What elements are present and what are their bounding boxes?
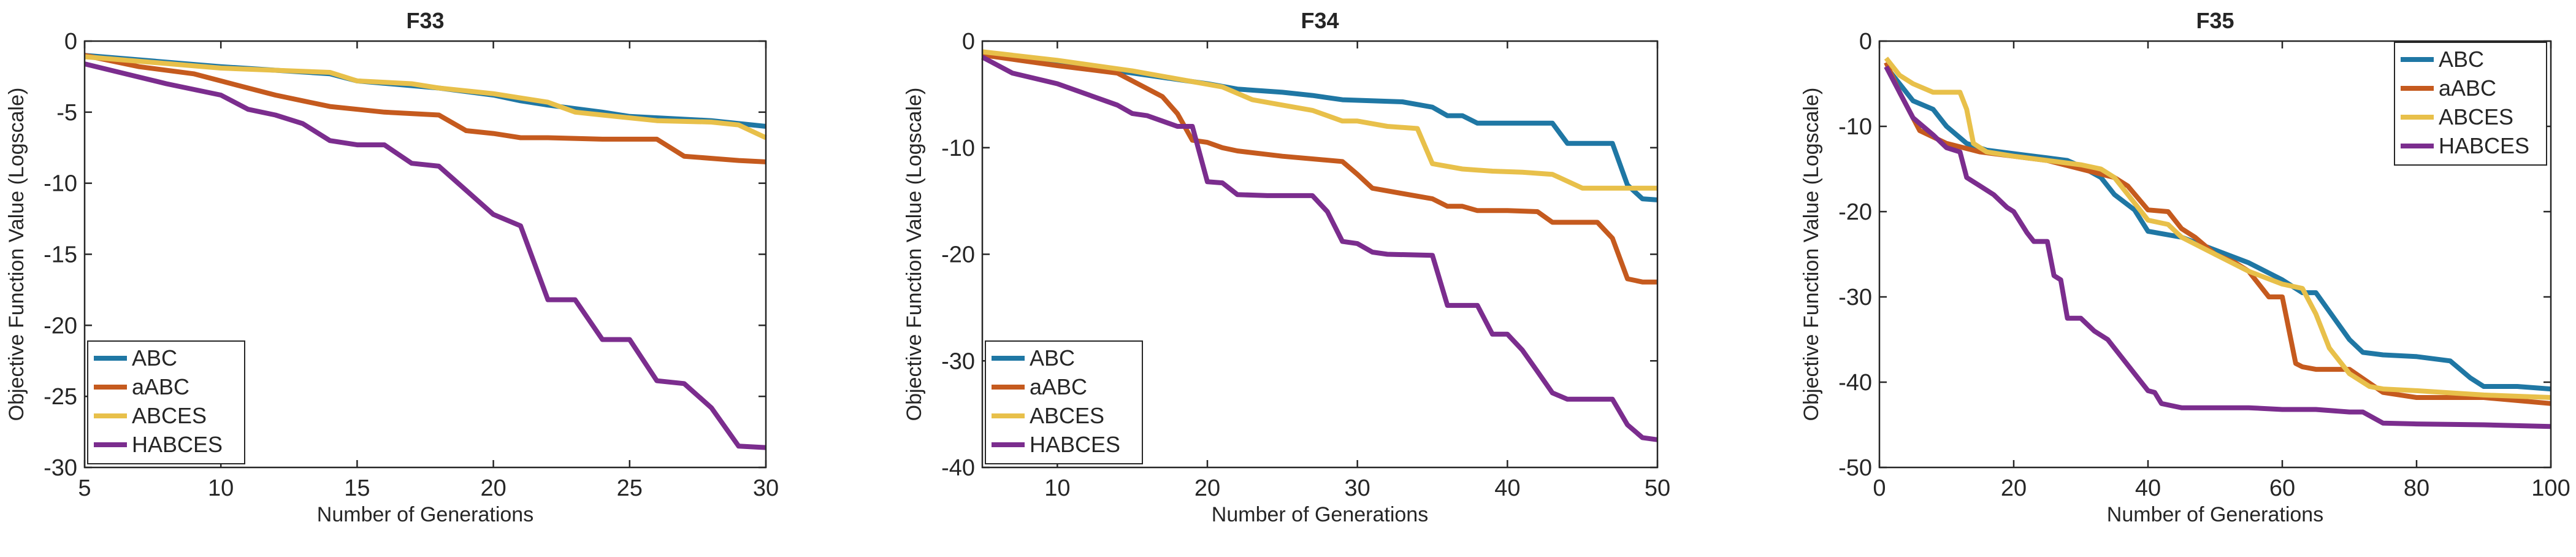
legend-label-abc: ABC xyxy=(1030,345,1075,371)
y-tick-label: -15 xyxy=(44,242,77,268)
legend-label-abces: ABCES xyxy=(132,403,207,428)
y-tick-label: -50 xyxy=(1838,455,1872,481)
x-tick-label: 10 xyxy=(1044,475,1070,501)
x-tick-label: 30 xyxy=(1345,475,1370,501)
series-line-abc xyxy=(1884,65,2551,392)
legend-label-abc: ABC xyxy=(2439,47,2484,72)
series-line-abces xyxy=(1884,56,2551,400)
x-axis-label: Number of Generations xyxy=(1212,503,1428,526)
y-tick-label: -10 xyxy=(1838,114,1872,140)
y-tick-label: -40 xyxy=(941,455,975,481)
chart-f33: 5 10 15 20 25 30 0 -5 -10 -15 -20 -25 -30 F33 Number o… xyxy=(5,8,779,526)
y-tick-label: -5 xyxy=(56,100,77,126)
y-tick-label: -30 xyxy=(44,455,77,481)
y-tick-label: -30 xyxy=(941,348,975,374)
legend-label-aabc: aABC xyxy=(132,374,189,399)
chart-title: F33 xyxy=(406,8,444,33)
legend-label-habces: HABCES xyxy=(132,432,223,457)
legend-label-abc: ABC xyxy=(132,345,177,371)
x-axis-label: Number of Generations xyxy=(317,503,533,526)
y-tick-label: 0 xyxy=(64,29,77,55)
y-tick-label: -20 xyxy=(941,242,975,268)
legend-label-aabc: aABC xyxy=(1030,374,1087,399)
y-tick-label: -10 xyxy=(44,171,77,197)
x-tick-label: 15 xyxy=(344,475,370,501)
x-tick-label: 60 xyxy=(2269,475,2295,501)
series-line-habces xyxy=(981,55,1658,442)
chart-title: F35 xyxy=(2196,8,2234,33)
x-tick-label: 25 xyxy=(617,475,643,501)
y-tick-label: -20 xyxy=(1838,199,1872,225)
x-tick-label: 50 xyxy=(1645,475,1670,501)
chart-f34: 10 20 30 40 50 0 -10 -20 -30 -40 F34 Number of Gene… xyxy=(903,8,1670,526)
x-tick-label: 80 xyxy=(2404,475,2429,501)
legend-label-abces: ABCES xyxy=(2439,104,2513,129)
y-tick-label: -40 xyxy=(1838,370,1872,396)
series-line-abces xyxy=(982,49,1657,191)
series-line-habces xyxy=(84,61,766,450)
legend: ABC aABC ABCES HABCES xyxy=(87,340,245,464)
legend-box xyxy=(87,340,245,464)
y-tick-label: -30 xyxy=(1838,285,1872,310)
legend-label-habces: HABCES xyxy=(1030,432,1120,457)
y-axis-label: Objective Function Value (Logscale) xyxy=(5,88,28,421)
y-axis-label: Objective Function Value (Logscale) xyxy=(903,88,926,421)
series-line-abces xyxy=(84,54,767,140)
x-tick-label: 100 xyxy=(2531,475,2570,501)
x-tick-label: 10 xyxy=(208,475,234,501)
x-tick-label: 20 xyxy=(2001,475,2027,501)
series-line-habces xyxy=(1884,65,2551,429)
series-line-aabc xyxy=(84,53,766,164)
x-tick-label: 20 xyxy=(480,475,506,501)
legend: ABC aABC ABCES HABCES xyxy=(2394,42,2547,166)
legend-label-habces: HABCES xyxy=(2439,133,2529,158)
y-tick-label: 0 xyxy=(962,29,975,55)
x-tick-label: 40 xyxy=(1494,475,1520,501)
x-tick-label: 5 xyxy=(78,475,91,501)
legend-label-aabc: aABC xyxy=(2439,75,2496,101)
x-tick-label: 30 xyxy=(753,475,779,501)
series-line-aabc xyxy=(982,52,1657,285)
x-tick-label: 40 xyxy=(2135,475,2161,501)
x-axis-label: Number of Generations xyxy=(2107,503,2323,526)
chart-f35: 0 20 40 60 80 100 0 -10 -20 -30 -40 -50 F35 Number of… xyxy=(1800,8,2570,526)
x-tick-label: 20 xyxy=(1194,475,1220,501)
y-axis-label: Objective Function Value (Logscale) xyxy=(1800,88,1823,421)
legend-label-abces: ABCES xyxy=(1030,403,1104,428)
y-tick-label: 0 xyxy=(1859,29,1872,55)
y-tick-label: -10 xyxy=(941,136,975,161)
x-tick-label: 0 xyxy=(1873,475,1886,501)
chart-title: F34 xyxy=(1301,8,1339,33)
y-tick-label: -20 xyxy=(44,313,77,339)
legend: ABC aABC ABCES HABCES xyxy=(985,340,1143,464)
axes-frame xyxy=(1878,40,2552,469)
y-tick-label: -25 xyxy=(44,384,77,410)
